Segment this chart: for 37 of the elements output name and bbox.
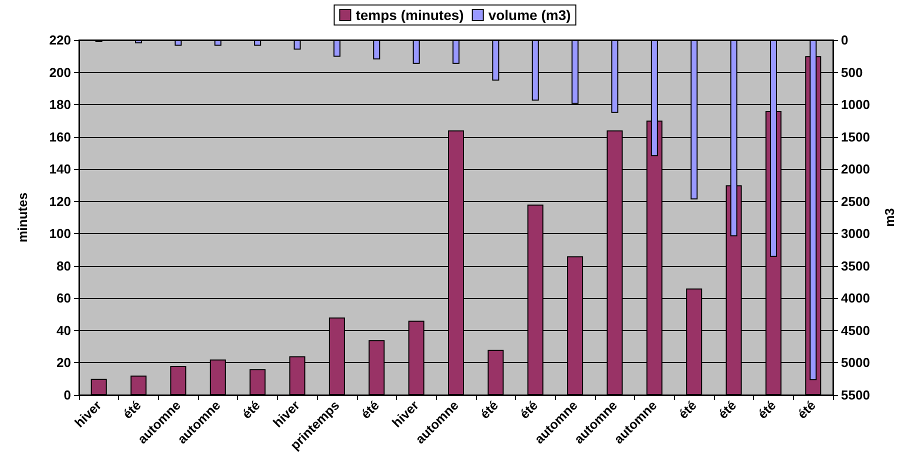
y-tick-label: 80 [56,258,71,274]
y-tick-label: 120 [49,194,71,209]
y2-tick-label: 1500 [841,129,870,144]
y-tick-label: 220 [49,32,71,48]
x-tick-label: été [715,398,740,422]
x-tick-label: été [516,398,541,422]
y2-tick-label: 0 [841,32,848,48]
y2-tick-label: 5500 [841,388,870,402]
x-tick-label: été [754,398,779,422]
x-tick-label: été [120,398,144,422]
y2-axis-title: m3 [882,208,897,227]
y-tick-label: 20 [56,355,71,370]
y2-tick-label: 3500 [841,258,870,274]
y-tick-label: 160 [49,129,71,144]
y2-tick-label: 4500 [841,322,870,338]
y2-tick-label: 1000 [841,97,870,112]
x-tick-label: été [676,398,700,422]
legend-label: volume (m3) [488,7,571,23]
legend-label: temps (minutes) [356,7,464,23]
y2-tick-label: 5000 [841,355,870,370]
x-tick-label: été [794,398,818,422]
y-tick-label: 200 [49,64,71,80]
y-tick-label: 60 [56,290,71,306]
y-tick-label: 40 [56,322,71,338]
y-tick-label: 140 [49,162,71,177]
x-tick-label: été [358,398,382,422]
y2-tick-label: 2500 [841,194,870,209]
x-tick-label: été [238,398,263,422]
y2-tick-label: 4000 [841,290,870,306]
y2-tick-label: 500 [841,64,863,80]
y2-tick-label: 2000 [841,162,870,177]
y-axis-title: minutes [15,192,30,242]
y-tick-label: 0 [64,388,71,402]
y-tick-label: 100 [49,226,71,242]
x-tick-label: été [477,398,501,422]
y-tick-label: 180 [49,97,71,112]
y2-tick-label: 3000 [841,226,870,242]
